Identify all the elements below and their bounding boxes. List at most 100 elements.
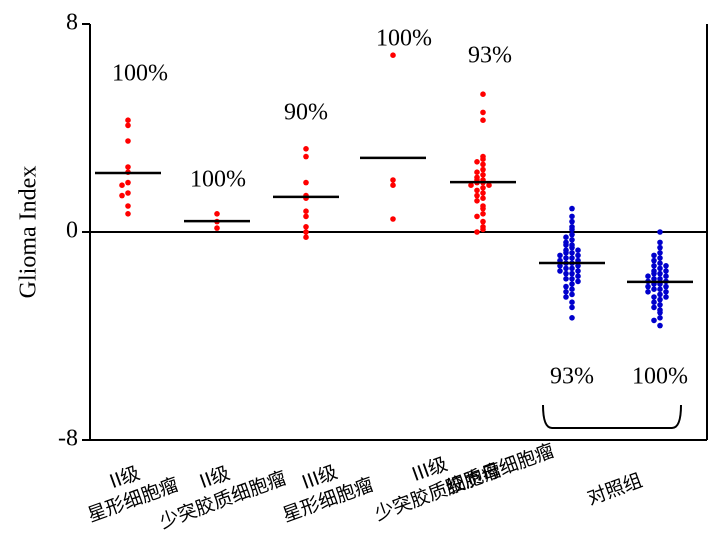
data-point — [125, 190, 131, 196]
data-point — [486, 182, 492, 188]
data-point — [657, 309, 663, 316]
data-point — [563, 276, 569, 282]
data-point — [480, 226, 486, 233]
data-point — [563, 255, 569, 261]
data-point — [657, 265, 663, 272]
data-point — [480, 91, 486, 97]
data-point — [480, 211, 486, 217]
data-point — [119, 192, 125, 199]
data-point — [303, 224, 309, 230]
data-point — [480, 218, 486, 225]
data-point — [651, 263, 657, 269]
data-point — [303, 213, 309, 220]
x-tick-label-line: 胶质母细胞瘤 — [442, 440, 557, 500]
data-point — [563, 265, 569, 272]
data-point — [474, 213, 480, 220]
accuracy-label: 93% — [550, 364, 594, 390]
data-point — [575, 268, 581, 274]
data-point — [657, 244, 663, 251]
data-point — [657, 239, 663, 246]
data-point — [569, 315, 575, 321]
data-point — [663, 273, 669, 280]
data-point — [303, 234, 309, 240]
data-point — [569, 281, 575, 287]
data-point — [474, 187, 480, 194]
data-point — [663, 289, 669, 295]
accuracy-label: 100% — [190, 167, 246, 193]
accuracy-label: 100% — [632, 364, 688, 390]
data-point — [569, 265, 575, 272]
data-point — [557, 268, 563, 274]
data-point — [303, 179, 309, 186]
data-point — [663, 283, 669, 290]
data-point — [563, 234, 569, 240]
data-point — [125, 122, 131, 129]
data-point — [569, 255, 575, 261]
data-point — [569, 291, 575, 298]
data-point — [657, 296, 663, 303]
data-point — [303, 229, 309, 235]
data-point — [575, 278, 581, 285]
accuracy-label: 93% — [468, 43, 512, 69]
data-point — [214, 225, 220, 231]
data-point — [563, 242, 569, 248]
data-point — [657, 291, 663, 298]
data-point — [569, 244, 575, 251]
data-point — [569, 213, 575, 220]
data-point — [480, 161, 486, 168]
data-point — [569, 304, 575, 311]
data-point — [214, 211, 220, 217]
data-point — [651, 252, 657, 259]
data-point — [303, 208, 309, 214]
data-point — [125, 211, 131, 217]
data-point — [657, 286, 663, 293]
data-point — [563, 289, 569, 295]
data-point — [480, 166, 486, 173]
data-point — [575, 263, 581, 269]
data-point — [657, 260, 663, 267]
data-point — [480, 205, 486, 212]
data-point — [474, 229, 480, 235]
data-point — [651, 286, 657, 293]
data-point — [480, 156, 486, 162]
data-point — [125, 117, 131, 123]
data-point — [480, 117, 486, 123]
data-point — [569, 286, 575, 293]
data-point — [474, 198, 480, 204]
data-point — [657, 270, 663, 277]
y-tick-label: -8 — [58, 426, 78, 452]
data-point — [468, 182, 474, 188]
x-tick-label: 胶质母细胞瘤 — [442, 440, 557, 500]
data-point — [119, 182, 125, 188]
data-point — [663, 268, 669, 274]
data-point — [557, 252, 563, 259]
data-point — [390, 182, 396, 188]
data-point — [569, 226, 575, 233]
data-point — [480, 185, 486, 191]
data-point — [569, 270, 575, 277]
data-point — [303, 153, 309, 160]
accuracy-label: 100% — [112, 61, 168, 87]
data-point — [651, 317, 657, 324]
data-point — [563, 250, 569, 256]
data-point — [569, 237, 575, 243]
data-point — [657, 229, 663, 235]
data-point — [645, 289, 651, 295]
data-point — [125, 179, 131, 186]
data-point — [480, 109, 486, 116]
data-point — [569, 218, 575, 225]
data-point — [563, 283, 569, 290]
data-point — [474, 169, 480, 175]
data-point — [569, 299, 575, 306]
data-point — [657, 315, 663, 321]
data-point — [480, 172, 486, 178]
data-point — [390, 52, 396, 58]
data-point — [657, 302, 663, 308]
data-point — [303, 146, 309, 152]
data-point — [663, 263, 669, 269]
data-point — [657, 276, 663, 282]
data-point — [651, 276, 657, 282]
data-point — [651, 270, 657, 277]
data-point — [125, 164, 131, 170]
